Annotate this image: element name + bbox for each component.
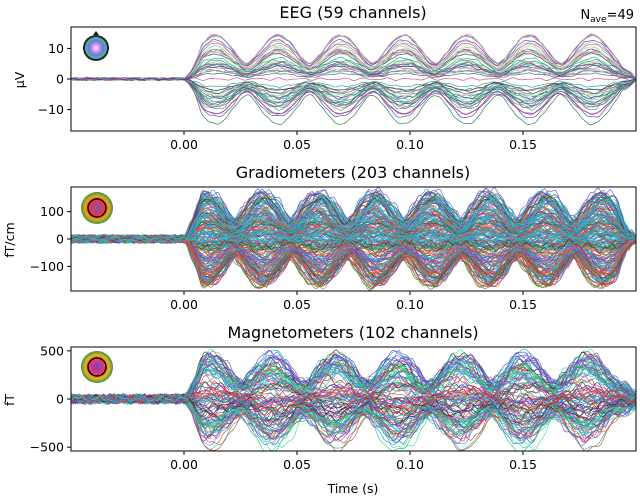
channel-trace: [71, 234, 636, 255]
channel-trace: [71, 395, 636, 436]
axes-frame: [70, 346, 637, 452]
nave-subscript: ave: [590, 15, 607, 25]
x-tick-label: 0.05: [283, 137, 311, 152]
nave-value: =49: [607, 8, 634, 23]
x-tick-label: 0.15: [509, 457, 537, 472]
sensor-legend-mag: [81, 351, 113, 383]
head-outline-icon: [87, 198, 107, 218]
channel-trace: [71, 394, 636, 415]
panel-title: Magnetometers (102 channels): [227, 323, 478, 342]
x-tick-label: 0.00: [170, 297, 198, 312]
x-tick-label: 0.05: [283, 297, 311, 312]
x-tick-label: 0.00: [170, 137, 198, 152]
channel-trace: [71, 77, 636, 115]
tick-group: 0.00 0.05 0.10 0.15 500 0 −500: [30, 343, 537, 472]
channel-trace: [71, 353, 636, 404]
y-tick-label: −10: [38, 102, 64, 117]
x-tick-label: 0.05: [283, 457, 311, 472]
channel-trace: [71, 198, 636, 243]
x-tick-label: 0.15: [509, 137, 537, 152]
channel-trace: [71, 236, 636, 276]
channel-trace: [71, 77, 636, 91]
panel-title: Gradiometers (203 channels): [236, 163, 470, 182]
y-tick-label: 10: [48, 41, 64, 56]
channel-trace: [71, 38, 636, 81]
sensor-legend-grad: [81, 192, 113, 224]
y-tick-label: −500: [30, 440, 64, 455]
nave-annotation: Nave=49: [580, 8, 634, 25]
y-tick-label: −100: [30, 259, 64, 274]
channel-trace: [71, 395, 636, 446]
panel-eeg: EEG (59 channels) µV 0.00 0.05 0.10 0.15100…: [12, 3, 637, 152]
channel-trace: [71, 56, 636, 81]
channel-trace: [71, 220, 636, 242]
sensor-colors-icon: [81, 192, 113, 224]
x-tick-label: 0.00: [170, 457, 198, 472]
sensor-colors-icon: [85, 37, 107, 59]
tick-group: 0.00 0.05 0.10 0.15 10 0 −10: [38, 41, 537, 152]
head-outline-icon: [87, 357, 107, 377]
channel-trace: [71, 234, 636, 247]
y-axis-label: fT: [2, 394, 17, 406]
tick-group: 0.00 0.05 0.10 0.15 100 0 −100: [30, 204, 537, 312]
channel-trace: [71, 190, 636, 242]
channel-trace: [71, 231, 636, 242]
y-tick-label: 100: [40, 204, 64, 219]
trace-group: [71, 187, 636, 291]
y-tick-label: 0: [56, 72, 64, 87]
trace-group: [71, 348, 636, 451]
channel-trace: [71, 235, 636, 263]
panel-gradiometers: Gradiometers (203 channels) fT/cm 0.00 0.…: [2, 163, 637, 312]
channel-trace: [71, 392, 636, 406]
y-axis-label: fT/cm: [2, 222, 17, 257]
sensor-legend-eeg: [83, 31, 109, 61]
y-tick-label: 500: [40, 343, 64, 358]
y-axis-label: µV: [12, 71, 27, 88]
x-axis-label: Time (s): [327, 481, 379, 496]
channel-trace: [71, 395, 636, 417]
channel-trace: [71, 235, 636, 277]
panel-title: EEG (59 channels): [279, 3, 426, 22]
trace-group: [71, 33, 636, 126]
nave-prefix: N: [580, 8, 590, 23]
y-tick-label: 0: [56, 392, 64, 407]
axes-frame: [70, 186, 637, 292]
panel-magnetometers: Magnetometers (102 channels) fT 0.00 0.05…: [2, 323, 637, 472]
x-tick-label: 0.15: [509, 297, 537, 312]
axes-frame: [70, 26, 637, 132]
sensor-colors-icon: [81, 351, 113, 383]
x-tick-label: 0.10: [396, 137, 424, 152]
x-tick-label: 0.10: [396, 297, 424, 312]
x-tick-label: 0.10: [396, 457, 424, 472]
y-tick-label: 0: [56, 232, 64, 247]
head-nose-icon: [93, 31, 99, 35]
